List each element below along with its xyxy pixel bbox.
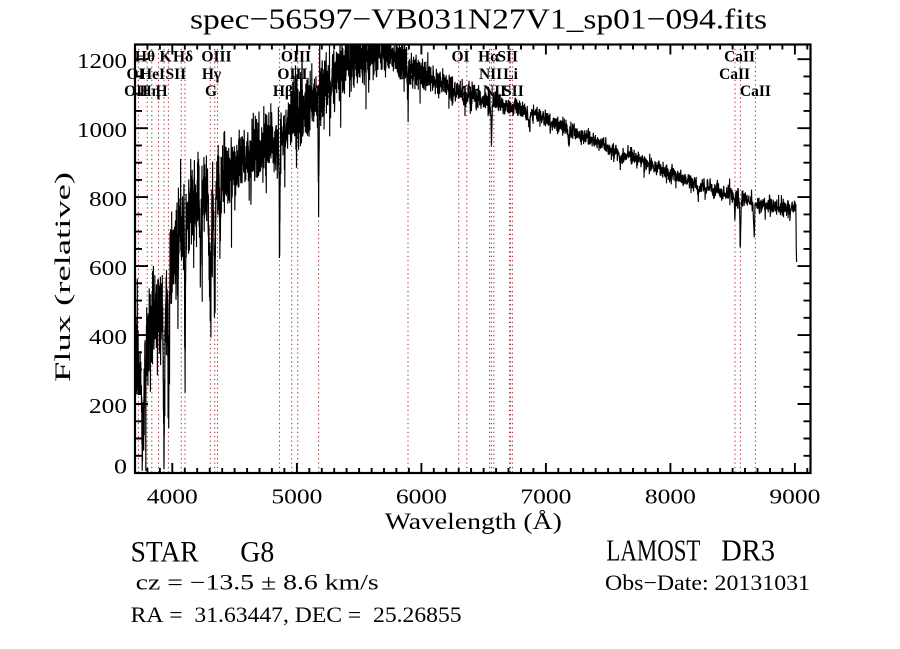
- svg-text:5000: 5000: [271, 485, 322, 509]
- svg-text:Hβ: Hβ: [273, 83, 293, 100]
- svg-text:cz = −13.5 ± 8.6 km/s: cz = −13.5 ± 8.6 km/s: [136, 571, 379, 595]
- svg-text:RA = 31.63447, DEC = 25.2685: RA = 31.63447, DEC = 25.26855: [131, 603, 462, 627]
- svg-text:NII: NII: [483, 83, 506, 100]
- svg-text:OIII: OIII: [201, 49, 231, 66]
- svg-text:OI: OI: [126, 66, 144, 83]
- svg-text:H: H: [155, 83, 167, 100]
- svg-text:9000: 9000: [769, 485, 820, 509]
- svg-text:OI: OI: [451, 49, 469, 66]
- svg-text:OIII: OIII: [281, 49, 311, 66]
- svg-text:1000: 1000: [77, 118, 127, 142]
- svg-text:NII: NII: [479, 66, 502, 83]
- svg-text:SII: SII: [503, 83, 524, 100]
- svg-text:G8: G8: [240, 536, 274, 569]
- svg-text:Hδ: Hδ: [173, 49, 193, 66]
- svg-text:Hγ: Hγ: [202, 66, 222, 83]
- svg-text:DR3: DR3: [721, 532, 775, 567]
- svg-text:Li: Li: [503, 66, 518, 83]
- svg-text:8000: 8000: [645, 485, 696, 509]
- svg-text:Wavelength (Å): Wavelength (Å): [385, 509, 562, 534]
- svg-text:600: 600: [89, 256, 127, 280]
- svg-text:1200: 1200: [77, 49, 127, 73]
- svg-text:Hθ: Hθ: [135, 49, 155, 66]
- svg-text:Hα: Hα: [478, 49, 499, 66]
- svg-text:CaII: CaII: [719, 66, 750, 83]
- svg-text:STAR: STAR: [131, 536, 199, 569]
- svg-text:Mg: Mg: [307, 83, 330, 100]
- svg-text:OIII: OIII: [277, 66, 307, 83]
- svg-text:CaII: CaII: [724, 49, 755, 66]
- svg-text:CaII: CaII: [740, 83, 771, 100]
- svg-text:800: 800: [89, 187, 127, 211]
- svg-text:LAMOST: LAMOST: [606, 532, 700, 567]
- svg-text:400: 400: [89, 325, 127, 349]
- svg-text:Obs−Date: 20131031: Obs−Date: 20131031: [605, 570, 810, 595]
- svg-text:0: 0: [114, 455, 127, 479]
- svg-text:spec−56597−VB031N27V1_sp01−094: spec−56597−VB031N27V1_sp01−094.fits: [190, 4, 767, 36]
- svg-text:G: G: [205, 83, 217, 100]
- svg-text:Flux (relative): Flux (relative): [50, 172, 75, 382]
- svg-text:7000: 7000: [520, 485, 571, 509]
- svg-text:SII: SII: [497, 49, 518, 66]
- svg-text:Na: Na: [399, 66, 418, 83]
- svg-text:HeI: HeI: [140, 66, 165, 83]
- svg-text:SII: SII: [165, 66, 186, 83]
- svg-text:Hη: Hη: [140, 83, 161, 100]
- svg-text:6000: 6000: [396, 485, 447, 509]
- svg-text:OII: OII: [124, 83, 148, 100]
- svg-text:K: K: [159, 49, 171, 66]
- svg-text:4000: 4000: [147, 485, 198, 509]
- svg-text:Cr: Cr: [460, 83, 478, 100]
- svg-text:200: 200: [89, 394, 127, 418]
